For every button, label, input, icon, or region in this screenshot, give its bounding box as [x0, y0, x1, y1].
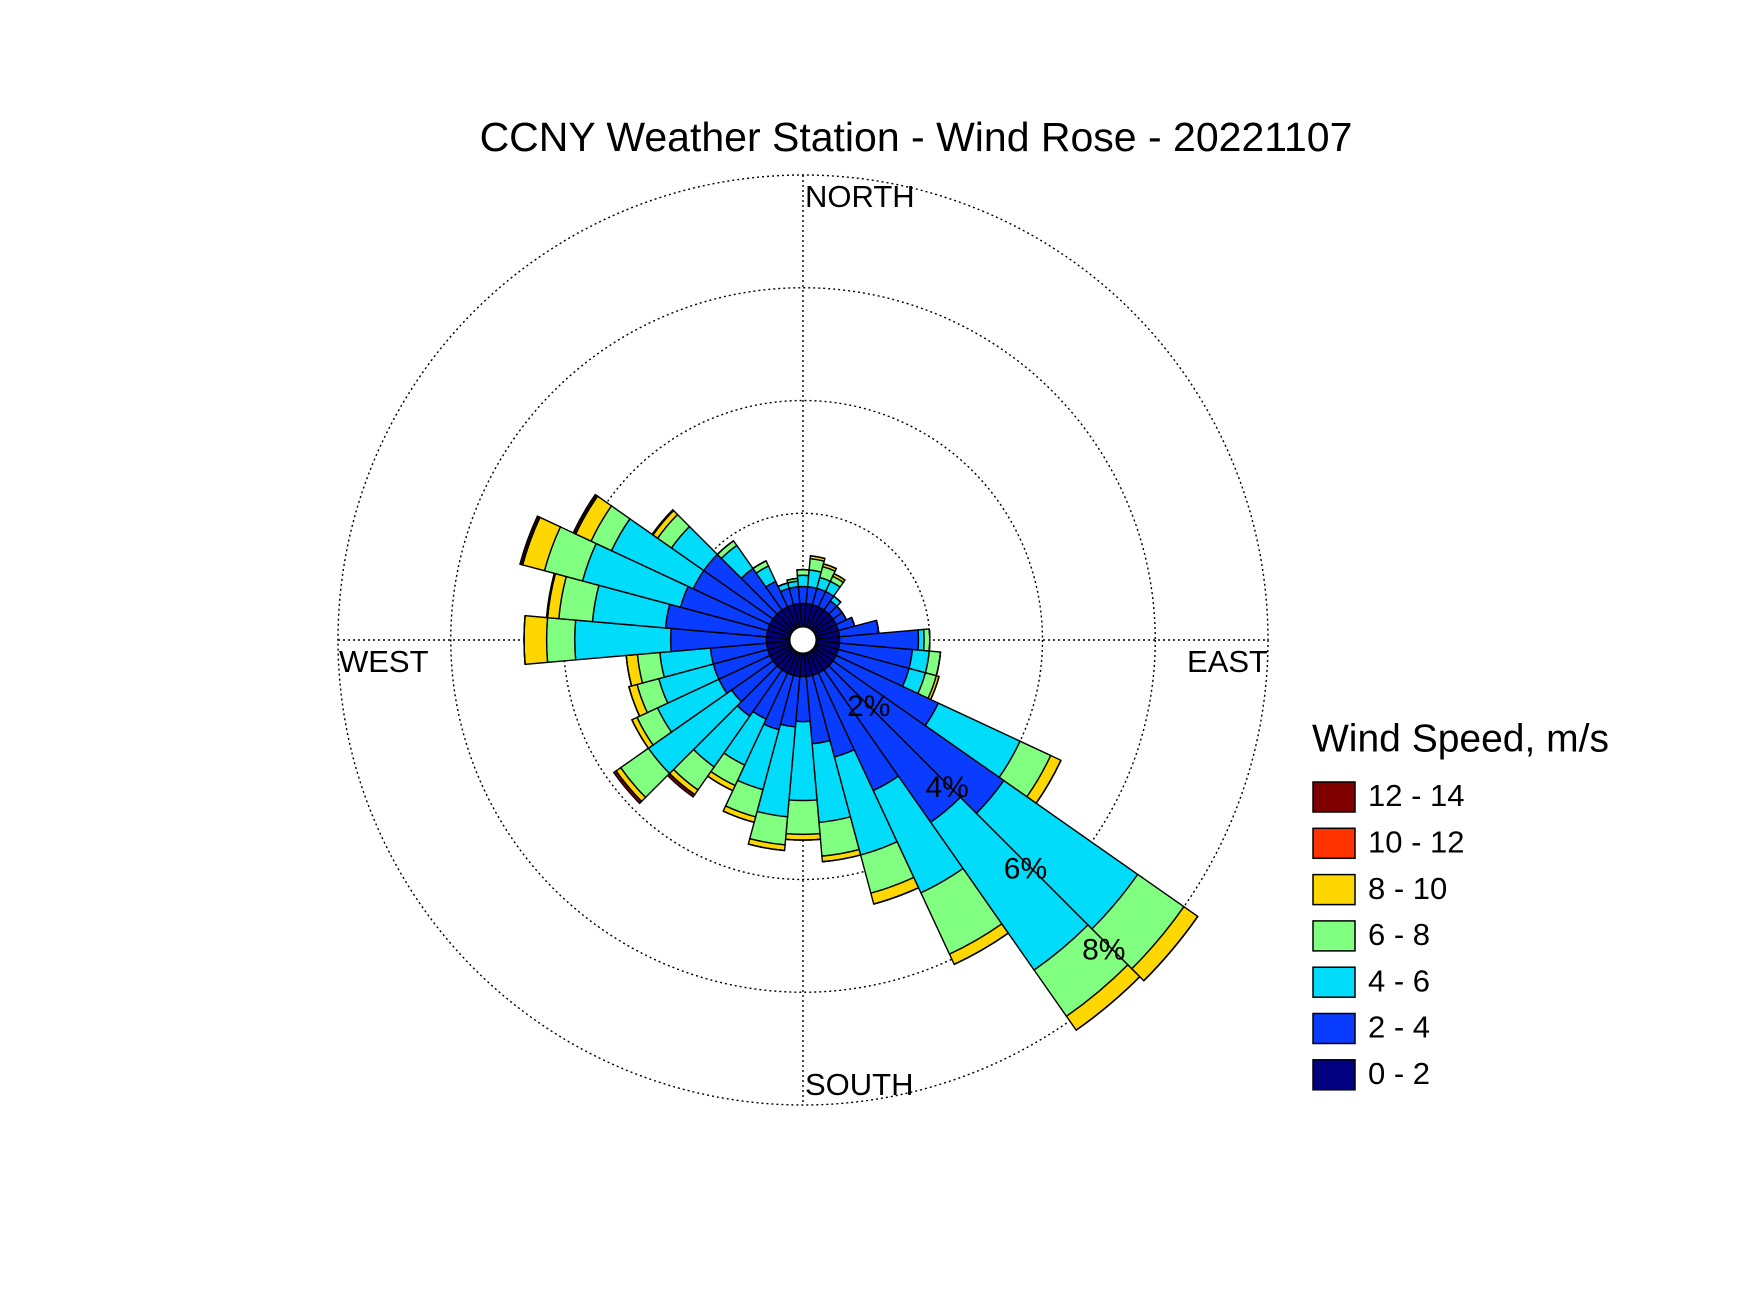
north-label: NORTH [805, 179, 915, 214]
wedge-segment [785, 799, 821, 836]
wedge-segment [833, 573, 846, 581]
legend-title: Wind Speed, m/s [1312, 717, 1609, 760]
wedge-segment [810, 555, 826, 560]
center-hole [789, 626, 817, 654]
legend-swatch [1312, 966, 1356, 998]
wedge-segment [523, 614, 549, 666]
legend-label: 8 - 10 [1368, 871, 1447, 906]
south-label: SOUTH [805, 1067, 914, 1102]
wedge-segment [873, 887, 919, 905]
wedge-segment [786, 577, 798, 581]
wedge-segment [1075, 976, 1141, 1031]
wedge-segment [822, 854, 861, 863]
legend-label: 4 - 6 [1368, 963, 1430, 998]
wedge-segment [833, 595, 842, 603]
legend-swatch [1312, 1012, 1356, 1045]
legend: 0 - 2 2 - 4 4 - 6 6 - 8 8 - 10 10 - 12 12 - 14 [1312, 778, 1465, 1091]
legend-label: 6 - 8 [1368, 917, 1430, 952]
wedge-segment [523, 615, 526, 665]
wedge-segment [628, 686, 641, 717]
legend-swatch [1312, 781, 1356, 813]
grid-ring [562, 399, 1044, 881]
ring-label: 2% [847, 690, 890, 723]
wedge-segment [651, 508, 675, 536]
wedge-segment [785, 838, 821, 841]
legend-label: 12 - 14 [1368, 778, 1465, 813]
wedge-segment [796, 568, 810, 577]
legend-label: 10 - 12 [1368, 824, 1465, 859]
legend-swatch [1312, 873, 1356, 906]
ring-label: 8% [1082, 933, 1125, 966]
legend-label: 2 - 4 [1368, 1010, 1430, 1045]
ring-labels: 2% 4% 6% 8% [847, 690, 1125, 966]
wedge-segment [519, 515, 540, 566]
wedge-segment [572, 493, 598, 535]
legend-label: 0 - 2 [1368, 1056, 1430, 1091]
ring-label: 4% [925, 771, 968, 804]
grid-ring [450, 287, 1156, 993]
wedge-segment [612, 769, 643, 805]
chart-title: CCNY Weather Station - Wind Rose - 20221… [480, 114, 1353, 160]
legend-swatch [1312, 920, 1356, 952]
east-label: EAST [1187, 644, 1268, 679]
wedge-segment [796, 574, 810, 588]
legend-swatch [1312, 1059, 1356, 1091]
wedge-segment [722, 810, 755, 824]
wedges [519, 493, 1199, 1032]
west-label: WEST [339, 644, 429, 679]
wedge-segment [545, 616, 577, 664]
ring-label: 6% [1004, 852, 1047, 885]
legend-swatch [1312, 827, 1356, 860]
wedge-segment [953, 932, 1009, 965]
